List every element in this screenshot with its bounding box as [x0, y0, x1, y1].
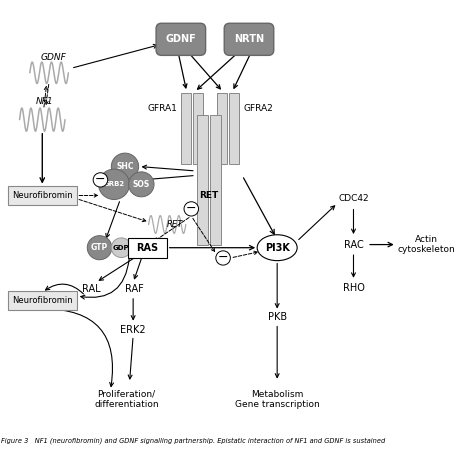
- Text: RAF: RAF: [125, 284, 144, 294]
- Text: SOS: SOS: [133, 180, 150, 189]
- Circle shape: [128, 172, 154, 197]
- Text: GFRA1: GFRA1: [148, 104, 178, 113]
- Text: RAC: RAC: [344, 240, 364, 250]
- Text: GDNF: GDNF: [165, 34, 196, 44]
- Circle shape: [99, 169, 129, 199]
- Text: PI3K: PI3K: [264, 243, 290, 253]
- Text: ERK2: ERK2: [120, 325, 146, 335]
- Text: Actin
cytoskeleton: Actin cytoskeleton: [398, 235, 456, 254]
- Text: −: −: [218, 251, 228, 264]
- FancyBboxPatch shape: [8, 291, 77, 310]
- FancyBboxPatch shape: [156, 23, 206, 55]
- Circle shape: [111, 238, 131, 258]
- Text: NRTN: NRTN: [234, 34, 264, 44]
- Text: GDP: GDP: [113, 245, 130, 251]
- Text: RAL: RAL: [82, 284, 100, 294]
- Bar: [217, 93, 227, 164]
- Text: CDC42: CDC42: [338, 194, 369, 203]
- Text: GDNF: GDNF: [41, 53, 66, 62]
- Text: Neurofibromin: Neurofibromin: [12, 191, 73, 200]
- Text: PKB: PKB: [268, 313, 287, 322]
- Text: GTP: GTP: [91, 243, 108, 252]
- Bar: [229, 93, 239, 164]
- Text: NF1: NF1: [36, 97, 54, 106]
- Text: Proliferation/
differentiation: Proliferation/ differentiation: [94, 390, 159, 409]
- Text: −: −: [186, 202, 197, 215]
- Circle shape: [216, 251, 230, 265]
- Text: SHC: SHC: [116, 162, 134, 171]
- FancyBboxPatch shape: [224, 23, 274, 55]
- Text: Neurofibromin: Neurofibromin: [12, 296, 73, 305]
- Circle shape: [87, 236, 112, 260]
- Text: GFRA2: GFRA2: [243, 104, 273, 113]
- Circle shape: [111, 153, 138, 180]
- Bar: [193, 93, 203, 164]
- Text: GRB2: GRB2: [103, 181, 125, 187]
- Text: Figure 3   NF1 (neurofibromin) and GDNF signalling partnership. Epistatic intera: Figure 3 NF1 (neurofibromin) and GDNF si…: [1, 438, 386, 445]
- Text: RET: RET: [167, 220, 183, 229]
- FancyBboxPatch shape: [8, 186, 77, 205]
- Bar: [181, 93, 191, 164]
- Text: RHO: RHO: [343, 283, 365, 293]
- Bar: [197, 115, 208, 245]
- Circle shape: [93, 173, 108, 187]
- Ellipse shape: [257, 235, 297, 260]
- FancyBboxPatch shape: [128, 238, 167, 258]
- Circle shape: [184, 202, 199, 216]
- Text: RAS: RAS: [137, 243, 159, 253]
- Bar: [210, 115, 221, 245]
- Text: Metabolism
Gene transcription: Metabolism Gene transcription: [235, 390, 319, 409]
- Text: −: −: [95, 172, 106, 185]
- Text: RET: RET: [200, 191, 219, 200]
